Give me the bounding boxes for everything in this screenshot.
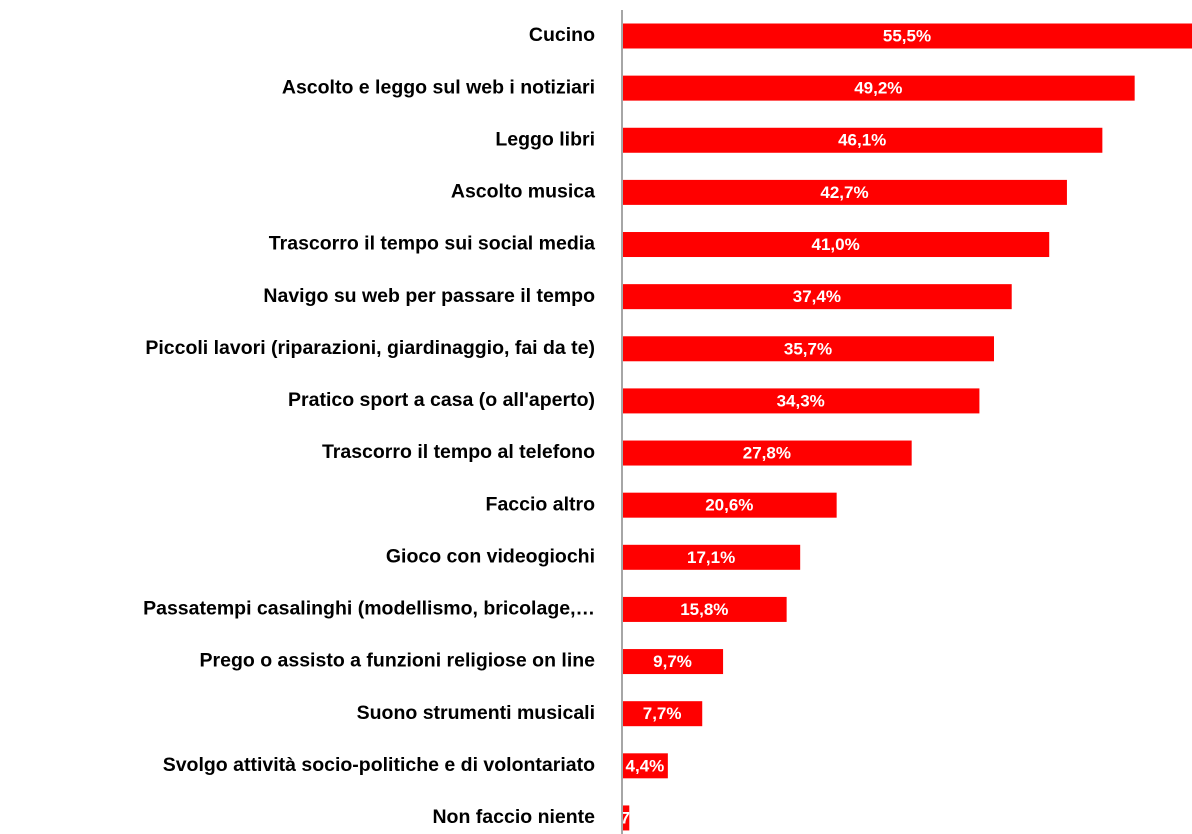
value-label: 20,6% xyxy=(705,496,753,515)
value-label: 37,4% xyxy=(793,287,841,306)
bar xyxy=(623,753,668,779)
value-label: 42,7% xyxy=(820,183,868,202)
category-label: Navigo su web per passare il tempo xyxy=(263,285,595,307)
value-label: 17,1% xyxy=(687,548,735,567)
value-label: 9,7% xyxy=(653,652,692,671)
value-label: 0,7% xyxy=(606,808,645,827)
value-label: 7,7% xyxy=(643,704,682,723)
category-label: Piccoli lavori (riparazioni, giardinaggi… xyxy=(145,337,595,359)
category-label: Prego o assisto a funzioni religiose on … xyxy=(200,650,596,672)
value-label: 49,2% xyxy=(854,79,902,98)
category-label: Trascorro il tempo sui social media xyxy=(269,233,595,255)
bar xyxy=(623,805,630,831)
category-label: Trascorro il tempo al telefono xyxy=(322,441,595,463)
bar xyxy=(623,492,837,518)
category-label: Leggo libri xyxy=(495,128,595,150)
value-label: 55,5% xyxy=(883,26,931,45)
bar xyxy=(623,596,787,622)
category-label: Svolgo attività socio-politiche e di vol… xyxy=(163,754,595,776)
value-label: 46,1% xyxy=(838,131,886,150)
value-label: 41,0% xyxy=(812,235,860,254)
bar xyxy=(623,388,980,414)
value-label: 15,8% xyxy=(680,600,728,619)
value-label: 27,8% xyxy=(743,444,791,463)
value-label: 4,4% xyxy=(626,756,665,775)
value-label: 34,3% xyxy=(777,391,825,410)
bar xyxy=(623,127,1103,153)
bar xyxy=(623,544,801,570)
bar xyxy=(623,232,1050,258)
category-label: Cucino xyxy=(529,24,595,46)
plot-area: 55,5% 49,2% 46,1% 42,7% 41,0% 37,4% 35,7% 34,3%… xyxy=(606,23,1192,831)
bar xyxy=(623,336,994,362)
category-label: Pratico sport a casa (o all'aperto) xyxy=(288,389,595,411)
category-label: Faccio altro xyxy=(486,493,596,515)
category-label: Ascolto musica xyxy=(451,181,595,203)
bar xyxy=(623,23,1192,49)
bar xyxy=(623,440,912,466)
bar xyxy=(623,179,1067,205)
category-label: Suono strumenti musicali xyxy=(357,702,595,724)
bar xyxy=(623,75,1135,101)
bar xyxy=(623,284,1012,310)
bar xyxy=(623,701,703,727)
category-label: Gioco con videogiochi xyxy=(386,545,595,567)
bar xyxy=(623,649,724,675)
value-label: 35,7% xyxy=(784,339,832,358)
category-label: Non faccio niente xyxy=(432,806,595,828)
category-label: Ascolto e leggo sul web i notiziari xyxy=(282,76,595,98)
category-label: Passatempi casalinghi (modellismo, brico… xyxy=(143,598,595,620)
